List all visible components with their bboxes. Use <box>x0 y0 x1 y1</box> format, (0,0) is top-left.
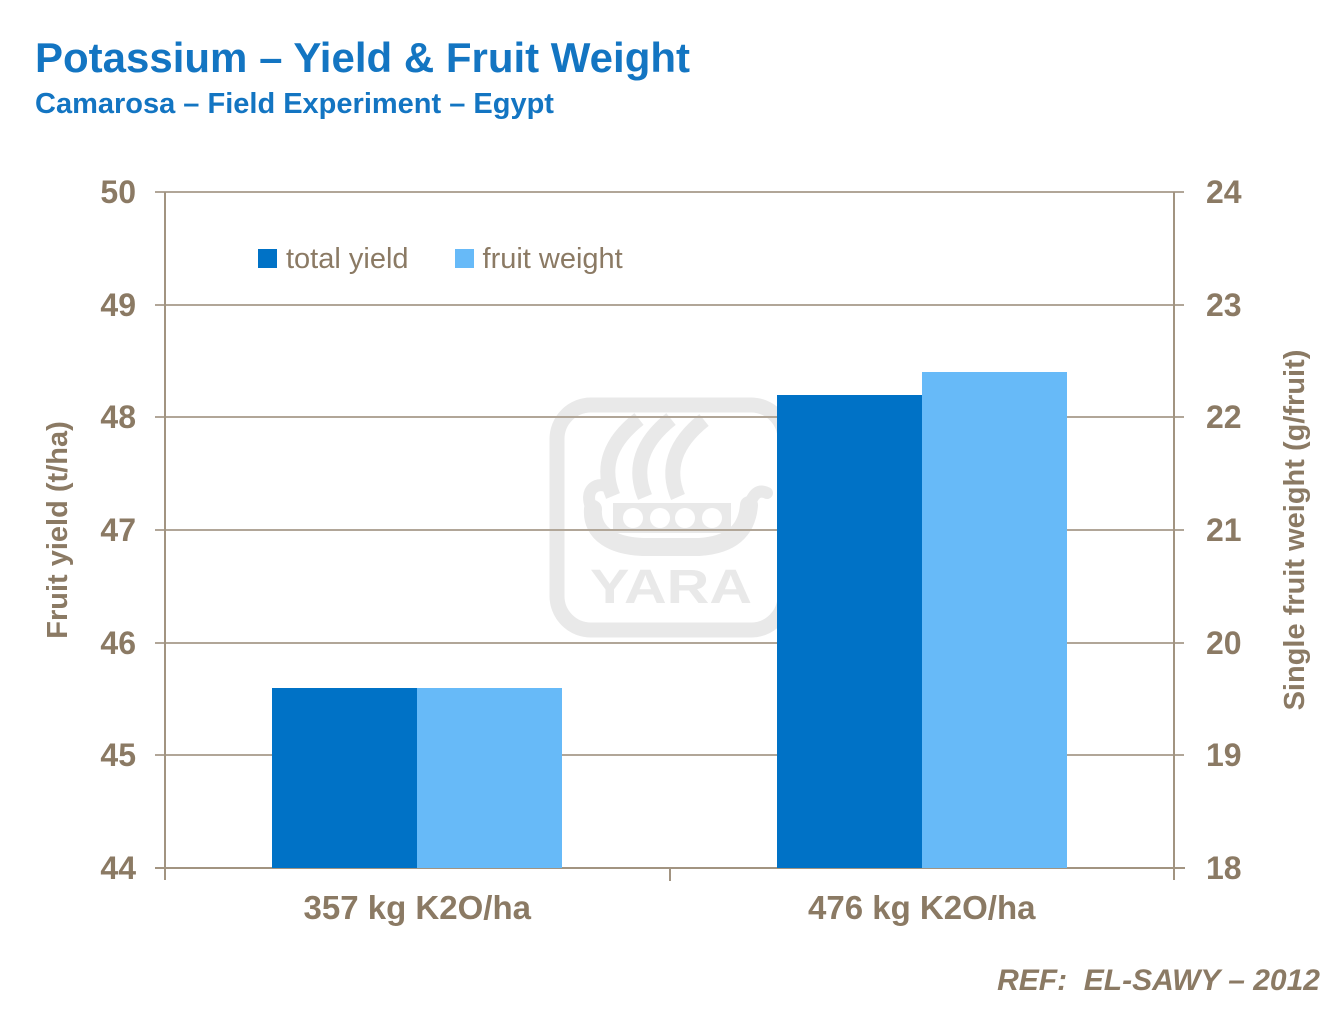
chart-title: Potassium – Yield & Fruit Weight <box>35 34 690 81</box>
chart-subtitle: Camarosa – Field Experiment – Egypt <box>35 88 554 120</box>
left-axis-tick-label: 50 <box>100 174 136 210</box>
gridline <box>155 529 1184 531</box>
right-axis-tick-label: 21 <box>1206 512 1242 548</box>
right-axis-line <box>1173 192 1175 880</box>
legend-swatch <box>454 249 474 268</box>
legend: total yield fruit weight <box>258 243 623 276</box>
category-label: 357 kg K2O/ha <box>303 889 531 926</box>
right-axis-tick-label: 20 <box>1206 624 1242 661</box>
left-axis-tick-label: 45 <box>100 737 136 774</box>
left-axis-line <box>164 192 166 880</box>
legend-swatch <box>258 249 277 268</box>
right-axis-tick-label: 23 <box>1206 286 1242 323</box>
left-axis-tick-label: 47 <box>100 512 136 548</box>
category-label: 476 kg K2O/ha <box>808 889 1036 926</box>
left-axis-tick-label: 46 <box>100 624 136 661</box>
gridline <box>155 416 1184 419</box>
legend-item-fruit-weight: fruit weight <box>454 243 623 276</box>
right-axis-tick-label: 19 <box>1206 737 1242 774</box>
bar-fruit-weight-group2 <box>921 372 1067 868</box>
legend-label: total yield <box>286 243 409 275</box>
right-axis-title: Single fruit weight (g/fruit) <box>1279 349 1311 711</box>
gridline <box>155 641 1184 644</box>
bar-total-yield-group2 <box>776 394 922 868</box>
left-axis-tick-label: 49 <box>100 286 136 323</box>
legend-item-total-yield: total yield <box>258 243 409 276</box>
right-axis-tick-label: 18 <box>1206 850 1242 886</box>
gridline <box>155 191 1184 193</box>
left-axis-title: Fruit yield (t/ha) <box>42 421 74 639</box>
bar-fruit-weight-group1 <box>417 687 563 868</box>
bar-total-yield-group1 <box>272 687 418 868</box>
legend-label: fruit weight <box>482 243 623 275</box>
yara-logo-watermark: YARA <box>549 397 793 638</box>
right-axis-tick-label: 22 <box>1206 399 1242 436</box>
gridline <box>155 303 1184 306</box>
watermark-text: YARA <box>590 561 752 614</box>
left-axis-tick-label: 48 <box>100 399 136 436</box>
right-axis-tick-label: 24 <box>1206 174 1242 210</box>
gridline <box>155 754 1184 757</box>
reference-text: REF: EL-SAWY – 2012 <box>997 964 1320 997</box>
left-axis-tick-label: 44 <box>100 850 136 886</box>
category-divider-tick <box>669 868 671 881</box>
